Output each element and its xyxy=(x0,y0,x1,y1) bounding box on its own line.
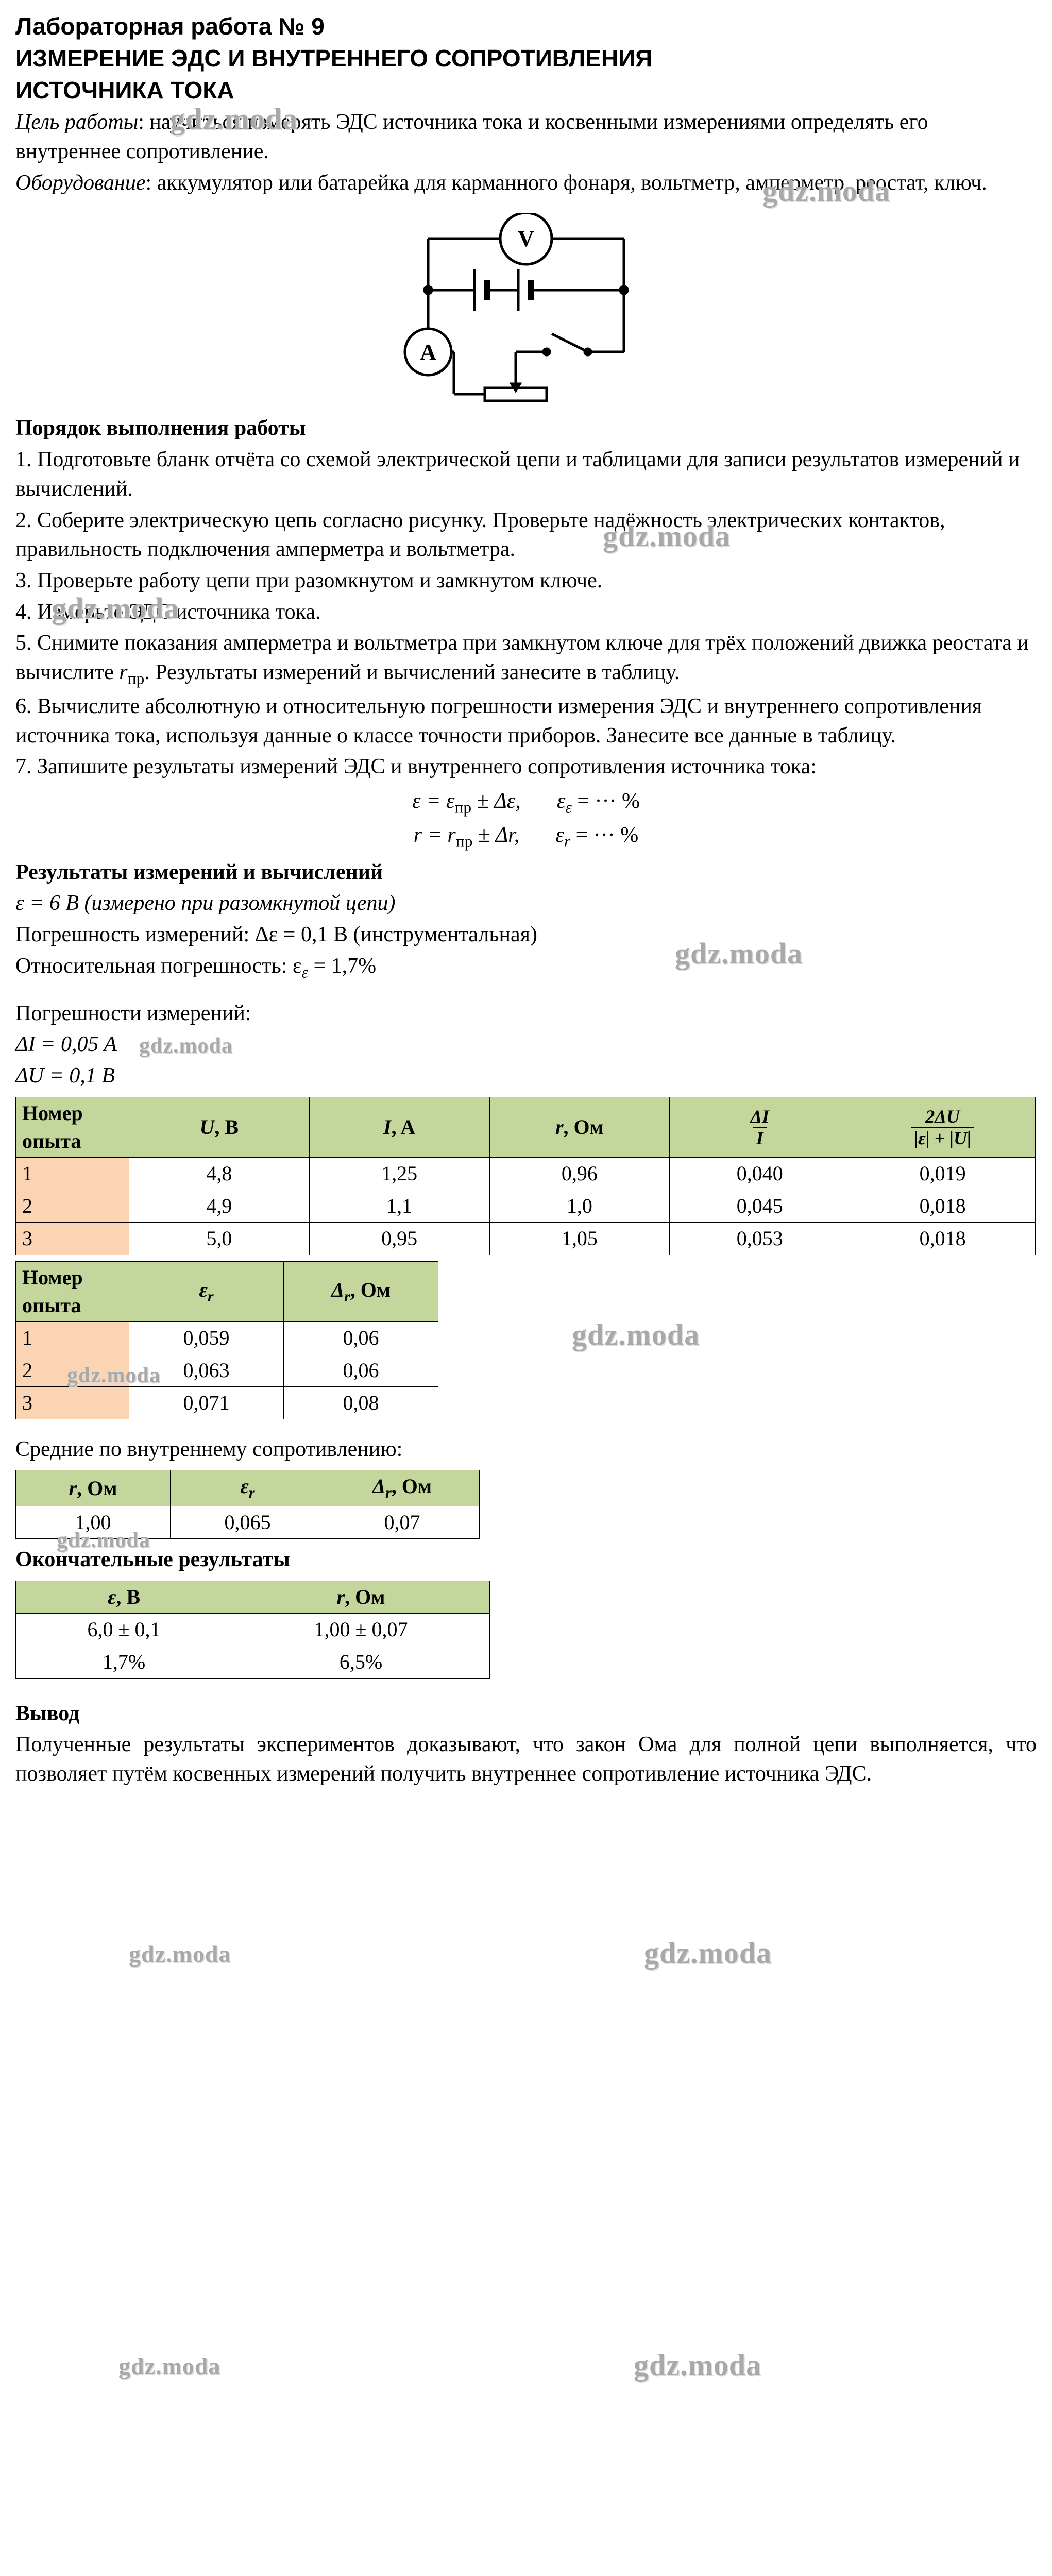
step-3: 3. Проверьте работу цепи при разомкнутом… xyxy=(15,566,1037,596)
conclusion-title: Вывод xyxy=(15,1699,1037,1728)
delta-u: ΔU = 0,1 В xyxy=(15,1061,1037,1091)
t1-h2: I, A xyxy=(309,1097,489,1157)
watermark: gdz.moda xyxy=(129,1938,231,1970)
circuit-diagram: V A xyxy=(366,213,686,409)
title-line-2: ИСТОЧНИКА ТОКА xyxy=(15,75,1037,106)
table-2: Номер опыта εr Δr, Ом 10,0590,06 20,0630… xyxy=(15,1261,438,1419)
svg-text:V: V xyxy=(518,226,534,251)
delta-i: ΔI = 0,05 A xyxy=(15,1030,1037,1059)
table-row: 35,00,951,050,0530,018 xyxy=(16,1222,1036,1255)
t1-h5: 2ΔU|ε| + |U| xyxy=(850,1097,1036,1157)
table-row: 20,0630,06 xyxy=(16,1354,438,1386)
t3-h2: Δr, Ом xyxy=(325,1470,480,1506)
equipment-label: Оборудование xyxy=(15,171,146,195)
document-root: Лабораторная работа № 9 ИЗМЕРЕНИЕ ЭДС И … xyxy=(15,11,1037,1789)
step-2: 2. Соберите электрическую цепь согласно … xyxy=(15,506,1037,564)
formula-1a: ε = εпр ± Δε, xyxy=(412,787,521,819)
t2-h0: Номер опыта xyxy=(16,1261,129,1321)
eps-measured: ε = 6 В (измерено при разомкнутой цепи) xyxy=(15,889,1037,918)
results-title: Результаты измерений и вычислений xyxy=(15,858,1037,887)
t3-h1: εr xyxy=(171,1470,325,1506)
step-5-sub: пр xyxy=(128,669,145,687)
table-4: ε, В r, Ом 6,0 ± 0,11,00 ± 0,07 1,7%6,5% xyxy=(15,1581,490,1679)
step-1: 1. Подготовьте бланк отчёта со схемой эл… xyxy=(15,445,1037,503)
formula-block: ε = εпр ± Δε, εε = ··· % r = rпр ± Δr, ε… xyxy=(15,787,1037,853)
formula-2a: r = rпр ± Δr, xyxy=(414,821,520,853)
step-6: 6. Вычислите абсолютную и относительную … xyxy=(15,692,1037,750)
formula-1b: εε = ··· % xyxy=(557,787,640,819)
t4-h1: r, Ом xyxy=(232,1581,490,1613)
table-row: 14,81,250,960,0400,019 xyxy=(16,1157,1036,1190)
table-row: 6,0 ± 0,11,00 ± 0,07 xyxy=(16,1613,490,1646)
table-row: 30,0710,08 xyxy=(16,1386,438,1419)
title-line-1: ИЗМЕРЕНИЕ ЭДС И ВНУТРЕННЕГО СОПРОТИВЛЕНИ… xyxy=(15,43,1037,74)
goal-text: : научиться измерять ЭДС источника тока … xyxy=(15,110,928,163)
watermark: gdz.moda xyxy=(572,1315,700,1355)
t1-h0: Номер опыта xyxy=(16,1097,129,1157)
step-5b: . Результаты измерений и вычислений зане… xyxy=(144,660,680,684)
conclusion-text: Полученные результаты экспериментов дока… xyxy=(15,1730,1037,1788)
equipment-paragraph: Оборудование: аккумулятор или батарейка … xyxy=(15,168,1037,198)
t1-h3: r, Ом xyxy=(489,1097,670,1157)
watermark: gdz.moda xyxy=(644,1933,772,1973)
relative-error-line: Относительная погрешность: εε = 1,7% xyxy=(15,952,1037,984)
table-row: 10,0590,06 xyxy=(16,1321,438,1354)
lab-number: Лабораторная работа № 9 xyxy=(15,11,1037,42)
avg-title: Средние по внутреннему сопротивлению: xyxy=(15,1435,1037,1464)
watermark: gdz.moda xyxy=(118,2350,220,2382)
t2-h1: εr xyxy=(129,1261,284,1321)
table-3: r, Ом εr Δr, Ом 1,000,0650,07 xyxy=(15,1470,480,1539)
t3-h0: r, Ом xyxy=(16,1470,171,1506)
goal-label: Цель работы xyxy=(15,110,138,134)
step-4: 4. Измерьте ЭДС источника тока. xyxy=(15,598,1037,627)
step-5: 5. Снимите показания амперметра и вольтм… xyxy=(15,629,1037,690)
t1-h1: U, В xyxy=(129,1097,309,1157)
error-line: Погрешность измерений: Δε = 0,1 В (инстр… xyxy=(15,920,1037,950)
final-title: Окончательные результаты xyxy=(15,1545,1037,1574)
table-row: 1,000,0650,07 xyxy=(16,1506,480,1538)
step-5-sym: r xyxy=(119,660,127,684)
step-7: 7. Запишите результаты измерений ЭДС и в… xyxy=(15,752,1037,782)
t4-h0: ε, В xyxy=(16,1581,232,1613)
table-1: Номер опыта U, В I, A r, Ом ΔII 2ΔU|ε| +… xyxy=(15,1097,1036,1255)
watermark: gdz.moda xyxy=(634,2345,761,2385)
table-row: 24,91,11,00,0450,018 xyxy=(16,1190,1036,1222)
equipment-text: : аккумулятор или батарейка для карманно… xyxy=(146,171,987,195)
errors-title: Погрешности измерений: xyxy=(15,999,1037,1028)
procedure-title: Порядок выполнения работы xyxy=(15,414,1037,443)
svg-text:A: A xyxy=(420,340,436,365)
t2-h2: Δr, Ом xyxy=(284,1261,438,1321)
formula-2b: εr = ··· % xyxy=(555,821,638,853)
t1-h4: ΔII xyxy=(670,1097,850,1157)
goal-paragraph: Цель работы: научиться измерять ЭДС исто… xyxy=(15,108,1037,166)
table-row: 1,7%6,5% xyxy=(16,1646,490,1678)
